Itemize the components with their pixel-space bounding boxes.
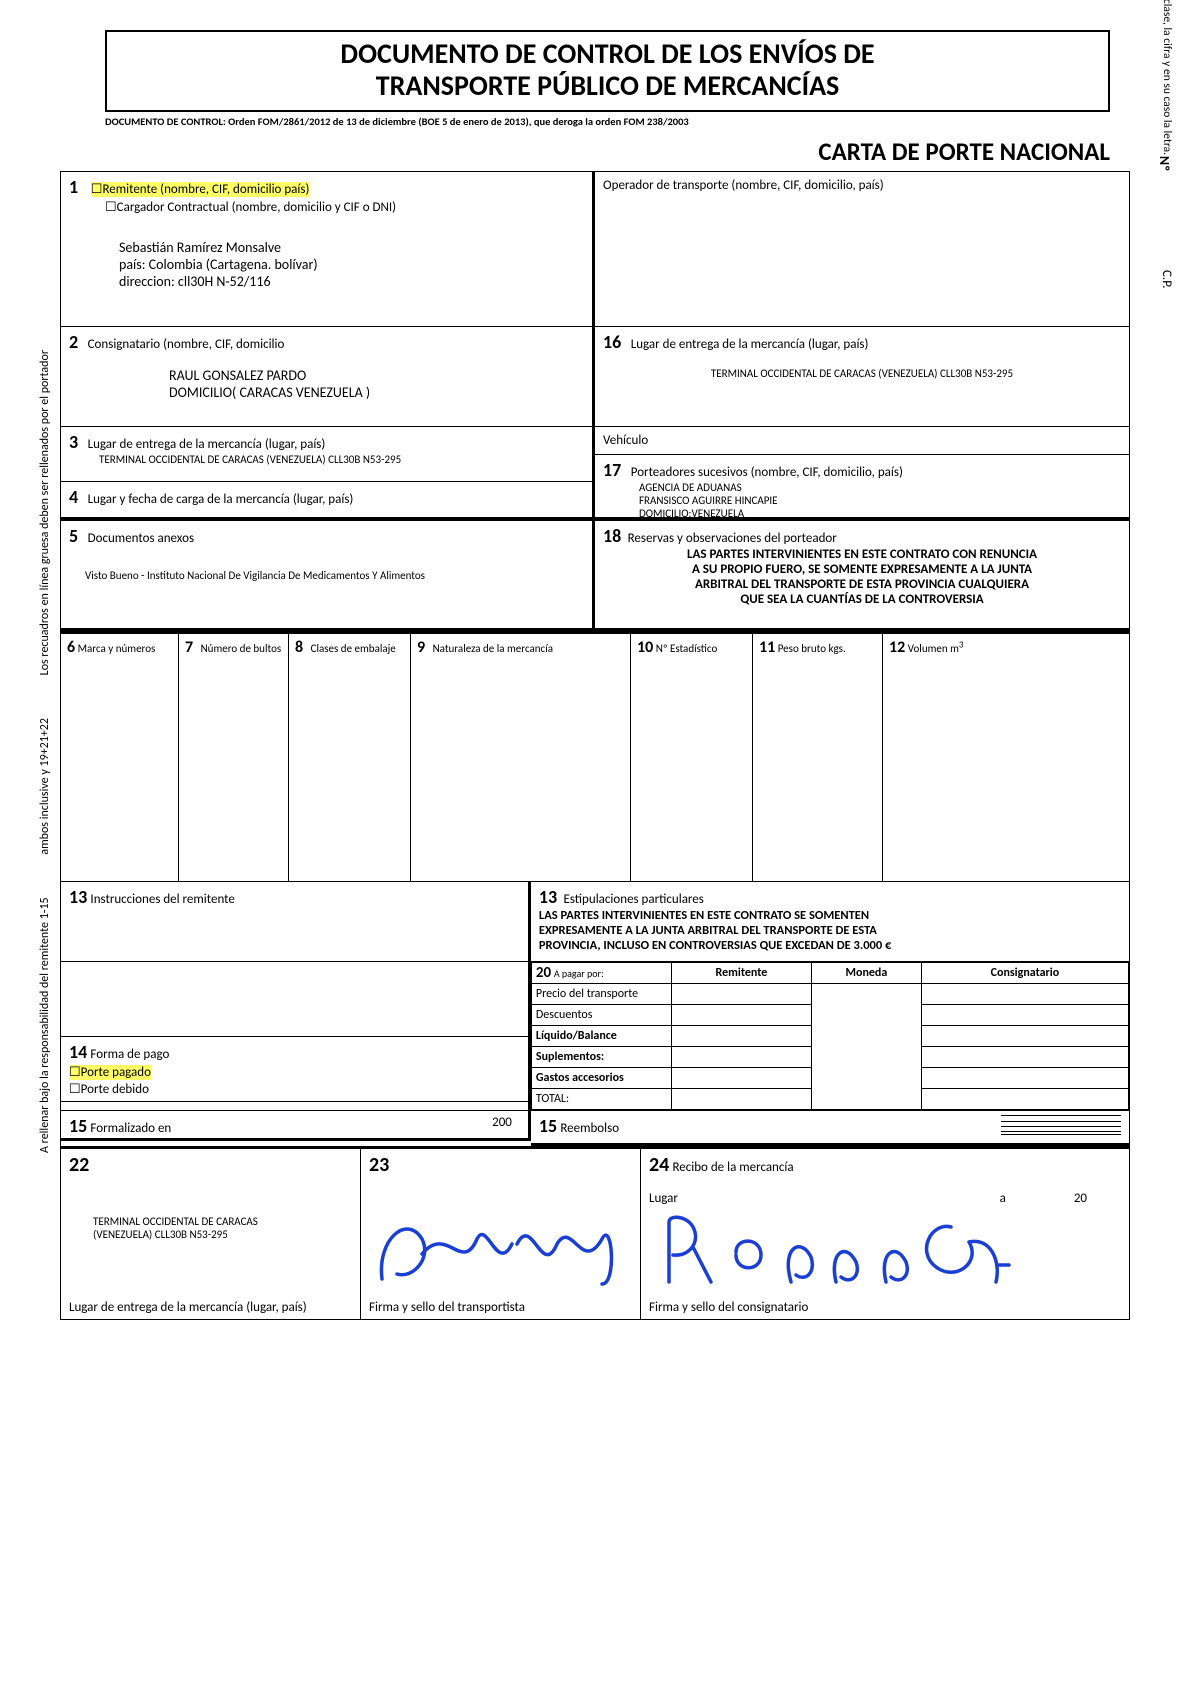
box-2-consignatario: 2 Consignatario (nombre, CIF, domicilio … bbox=[61, 327, 595, 427]
box-3: 3 Lugar de entrega de la mercancía (luga… bbox=[61, 427, 592, 482]
porte-pagado: ☐Porte pagado bbox=[69, 1065, 151, 1080]
goods-table: 6 Marca y números 7 Número de bultos 8 C… bbox=[61, 634, 1129, 882]
no-label: Nº bbox=[1156, 156, 1173, 171]
box-13a: 13 Instrucciones del remitente bbox=[61, 882, 531, 962]
signature-transportista bbox=[367, 1184, 627, 1294]
col-8: 8 Clases de embalaje bbox=[289, 634, 411, 881]
title-box: DOCUMENTO DE CONTROL DE LOS ENVÍOS DE TR… bbox=[105, 30, 1110, 112]
box-13b: 13 Estipulaciones particulares LAS PARTE… bbox=[531, 882, 1129, 962]
title-line-2: TRANSPORTE PÚBLICO DE MERCANCÍAS bbox=[107, 70, 1108, 102]
cp-label: C.P. bbox=[1159, 270, 1174, 289]
box16-value: TERMINAL OCCIDENTAL DE CARACAS (VENEZUEL… bbox=[603, 367, 1121, 380]
remitente-name: Sebastián Ramírez Monsalve bbox=[119, 239, 584, 256]
box-23: 23 Firma y sello del transportista bbox=[361, 1149, 641, 1319]
box-5: 5 Documentos anexos Visto Bueno - Instit… bbox=[61, 521, 595, 631]
consignatario-dom: DOMICILIO( CARACAS VENEZUELA ) bbox=[169, 384, 584, 401]
box-24: 24 Recibo de la mercancía Lugar a 20 Fir… bbox=[641, 1149, 1129, 1319]
col-9: 9 Naturaleza de la mercancía bbox=[411, 634, 631, 881]
col-10: 10 Nº Estadístico bbox=[631, 634, 753, 881]
box-operador: Operador de transporte (nombre, CIF, dom… bbox=[595, 172, 1129, 327]
remitente-option: ☐Remitente (nombre, CIF, domicilio país) bbox=[91, 182, 310, 197]
form-grid: 1 ☐Remitente (nombre, CIF, domicilio paí… bbox=[60, 171, 1130, 1320]
box-18: 18 Reservas y observaciones del porteado… bbox=[595, 521, 1129, 631]
box-20-pay: 20 A pagar por: Remitente Moneda Consign… bbox=[531, 962, 1129, 1110]
col-11: 11 Peso bruto kgs. bbox=[753, 634, 883, 881]
consignatario-name: RAUL GONSALEZ PARDO bbox=[169, 367, 584, 384]
document-page: DOCUMENTO DE CONTROL DE LOS ENVÍOS DE TR… bbox=[60, 30, 1130, 1320]
box3-value: TERMINAL OCCIDENTAL DE CARACAS (VENEZUEL… bbox=[99, 453, 584, 466]
box-1-remitente: 1 ☐Remitente (nombre, CIF, domicilio paí… bbox=[61, 172, 595, 327]
box-16-lugar-entrega: 16 Lugar de entrega de la mercancía (lug… bbox=[595, 327, 1129, 427]
col-7: 7 Número de bultos bbox=[179, 634, 289, 881]
porte-debido: ☐Porte debido bbox=[69, 1082, 149, 1097]
box-vehiculo: Vehículo bbox=[595, 427, 1129, 455]
carta-title: CARTA DE PORTE NACIONAL bbox=[105, 136, 1110, 167]
sub-note: DOCUMENTO DE CONTROL: Orden FOM/2861/201… bbox=[105, 115, 1110, 128]
box-15a: 15 Formalizado en 200 bbox=[61, 1111, 531, 1141]
box-blank bbox=[61, 962, 528, 1037]
signature-consignatario bbox=[651, 1207, 1011, 1297]
cargador-option: ☐Cargador Contractual (nombre, domicilio… bbox=[105, 200, 396, 215]
remitente-dir: direccion: cll30H N-52/116 bbox=[119, 273, 584, 290]
box-15b: 15 Reembolso bbox=[531, 1111, 1129, 1146]
box-14: 14 Forma de pago ☐Porte pagado ☐Porte de… bbox=[61, 1037, 528, 1102]
col-12: 12 Volumen m3 bbox=[883, 634, 1129, 881]
title-line-1: DOCUMENTO DE CONTROL DE LOS ENVÍOS DE bbox=[107, 38, 1108, 70]
box5-value: Visto Bueno - Instituto Nacional De Vigi… bbox=[85, 569, 584, 582]
box-22: 22 TERMINAL OCCIDENTAL DE CARACAS (VENEZ… bbox=[61, 1149, 361, 1319]
box-4: 4 Lugar y fecha de carga de la mercancía… bbox=[61, 482, 592, 518]
right-margin-note: En caso de mercancías peligrosas indicar… bbox=[1160, 0, 1174, 155]
left-margin-note: A rellenar bajo la responsabilidad del r… bbox=[38, 350, 52, 1090]
box-17: 17 Porteadores sucesivos (nombre, CIF, d… bbox=[595, 455, 1129, 518]
col-6: 6 Marca y números bbox=[61, 634, 179, 881]
remitente-pais: país: Colombia (Cartagena. bolívar) bbox=[119, 256, 584, 273]
